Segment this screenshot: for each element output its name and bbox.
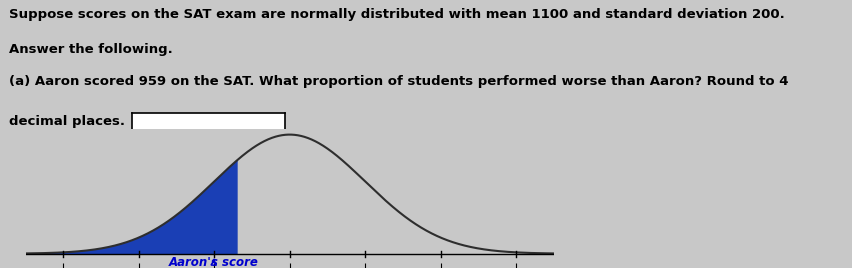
Text: decimal places.: decimal places. — [9, 115, 124, 128]
Text: Suppose scores on the SAT exam are normally distributed with mean 1100 and stand: Suppose scores on the SAT exam are norma… — [9, 8, 785, 21]
Text: Answer the following.: Answer the following. — [9, 43, 172, 56]
Text: Aaron's score: Aaron's score — [169, 256, 259, 268]
Text: (a) Aaron scored 959 on the SAT. What proportion of students performed worse tha: (a) Aaron scored 959 on the SAT. What pr… — [9, 75, 788, 88]
